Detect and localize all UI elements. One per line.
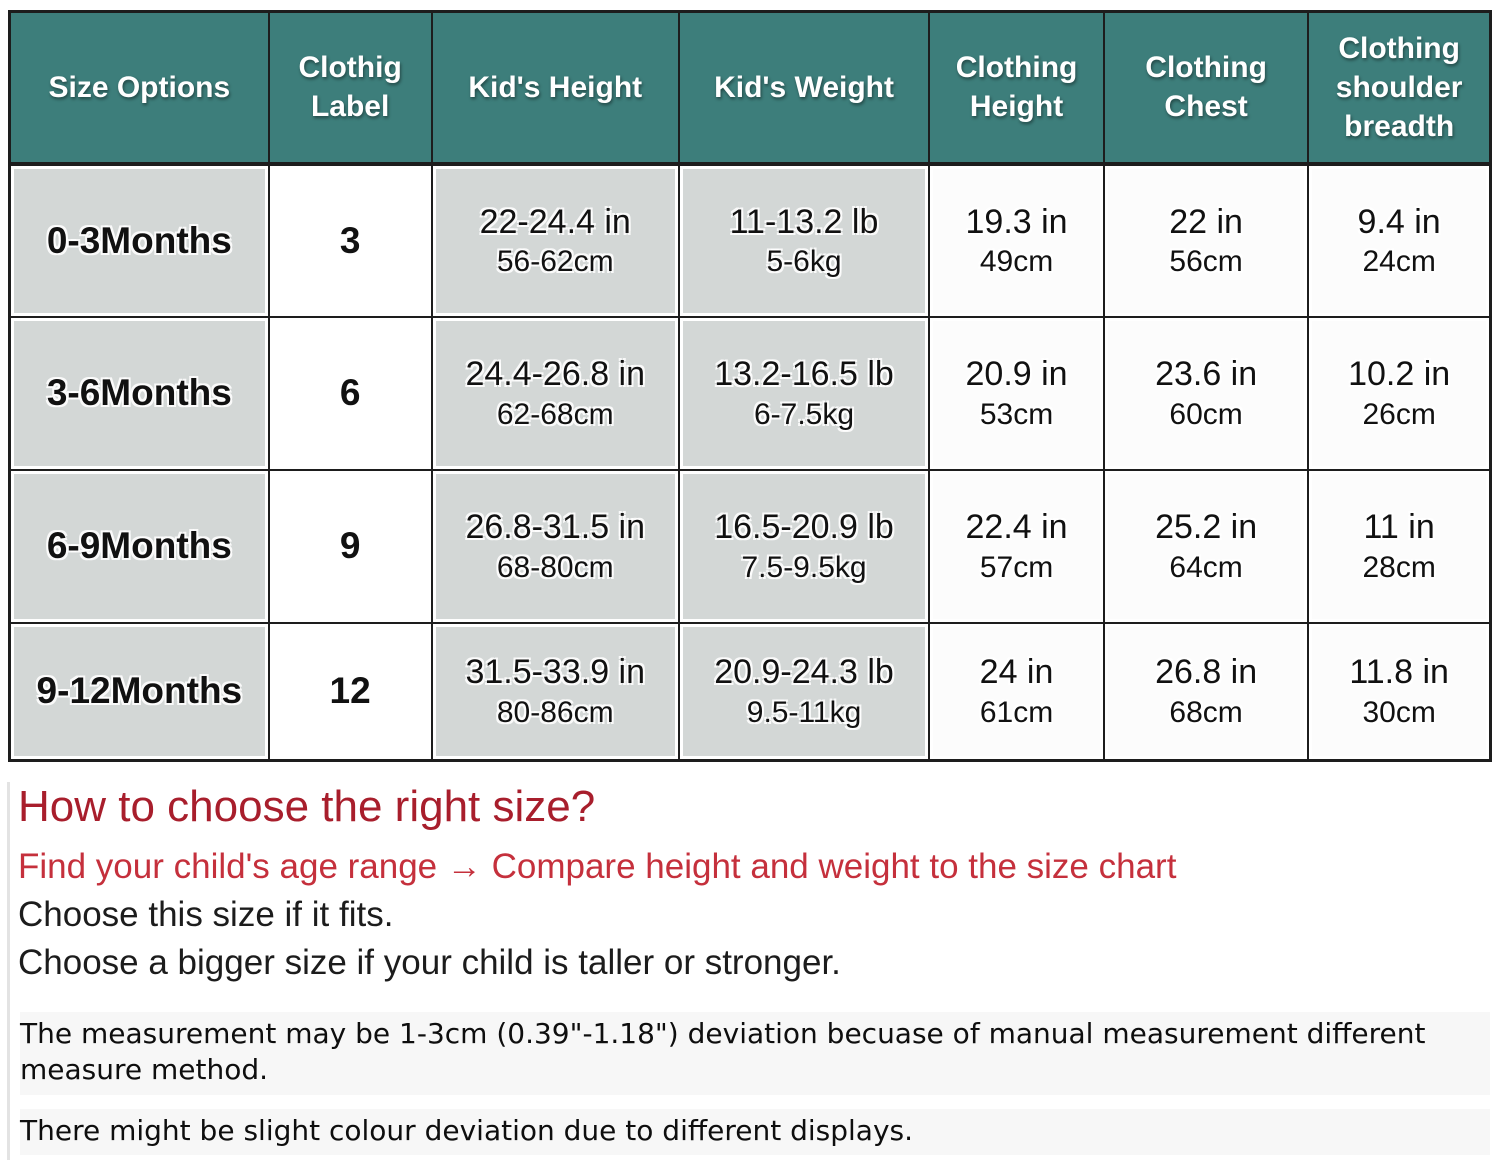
shoulder-cm: 24cm bbox=[1362, 245, 1436, 278]
cell-kid-height: 22-24.4 in 56-62cm bbox=[430, 162, 680, 318]
size-chart: Size Options Clothig Label Kid's Height … bbox=[8, 10, 1492, 762]
shoulder-in: 11 in bbox=[1363, 508, 1435, 546]
clothing-height-in: 24 in bbox=[979, 653, 1054, 692]
kid-height-cm: 56-62cm bbox=[496, 245, 614, 278]
cell-clothing-label: 6 bbox=[267, 315, 433, 471]
cell-kid-weight: 11-13.2 lb 5-6kg bbox=[677, 162, 931, 318]
clothing-chest-cm: 68cm bbox=[1169, 695, 1243, 729]
guide-title: How to choose the right size? bbox=[18, 782, 596, 831]
size-range-label: 6-9Months bbox=[46, 525, 232, 566]
clothing-chest-in: 26.8 in bbox=[1155, 653, 1258, 692]
cell-kid-weight: 16.5-20.9 lb 7.5-9.5kg bbox=[677, 468, 931, 624]
cell-clothing-label: 12 bbox=[267, 621, 433, 762]
cell-size: 6-9Months bbox=[8, 468, 270, 624]
cell-kid-height: 26.8-31.5 in 68-80cm bbox=[430, 468, 680, 624]
clothing-height-cm: 53cm bbox=[979, 397, 1054, 431]
clothing-label-value: 12 bbox=[329, 670, 371, 712]
size-chart-table: Size Options Clothig Label Kid's Height … bbox=[8, 10, 1492, 762]
cell-clothing-chest: 23.6 in 60cm bbox=[1102, 315, 1310, 471]
cell-kid-height: 24.4-26.8 in 62-68cm bbox=[430, 315, 680, 471]
guide-fit-line: Choose this size if it fits. bbox=[18, 894, 394, 934]
cell-clothing-chest: 26.8 in 68cm bbox=[1102, 621, 1310, 762]
kid-height-in: 24.4-26.8 in bbox=[465, 355, 646, 393]
clothing-label-value: 9 bbox=[339, 525, 361, 566]
cell-clothing-chest: 25.2 in 64cm bbox=[1102, 468, 1310, 624]
cell-clothing-label: 9 bbox=[267, 468, 433, 624]
kid-weight-lb: 20.9-24.3 lb bbox=[714, 653, 894, 692]
sizing-guide: How to choose the right size? Find your … bbox=[18, 782, 1488, 987]
guide-step-line: Find your child's age range → Compare he… bbox=[18, 846, 1177, 886]
kid-weight-lb: 13.2-16.5 lb bbox=[714, 355, 894, 393]
kid-weight-lb: 16.5-20.9 lb bbox=[714, 508, 894, 546]
header-shoulder-breadth: Clothing shoulder breadth bbox=[1307, 10, 1492, 166]
cell-shoulder-breadth: 11.8 in 30cm bbox=[1307, 621, 1492, 762]
clothing-height-in: 20.9 in bbox=[965, 355, 1068, 393]
shoulder-cm: 30cm bbox=[1362, 695, 1436, 729]
clothing-chest-in: 25.2 in bbox=[1155, 508, 1258, 546]
kid-weight-kg: 9.5-11kg bbox=[746, 695, 862, 729]
table-row: 0-3Months 3 22-24.4 in 56-62cm 11-13.2 lb… bbox=[8, 162, 1492, 318]
kid-height-in: 26.8-31.5 in bbox=[465, 508, 646, 546]
left-edge-line bbox=[7, 782, 10, 1160]
shoulder-cm: 26cm bbox=[1362, 397, 1436, 431]
clothing-height-in: 19.3 in bbox=[965, 202, 1068, 241]
table-row: 9-12Months 12 31.5-33.9 in 80-86cm 20.9-2… bbox=[8, 621, 1492, 762]
header-row: Size Options Clothig Label Kid's Height … bbox=[8, 10, 1492, 166]
header-kids-height: Kid's Height bbox=[430, 10, 680, 166]
cell-clothing-label: 3 bbox=[267, 162, 433, 318]
cell-size: 0-3Months bbox=[8, 162, 270, 318]
cell-clothing-height: 19.3 in 49cm bbox=[928, 162, 1105, 318]
kid-height-cm: 68-80cm bbox=[496, 550, 614, 584]
size-range-label: 3-6Months bbox=[46, 372, 232, 413]
clothing-label-value: 3 bbox=[339, 219, 361, 261]
clothing-label-value: 6 bbox=[339, 372, 361, 413]
clothing-chest-cm: 64cm bbox=[1169, 550, 1243, 584]
cell-size: 3-6Months bbox=[8, 315, 270, 471]
cell-clothing-chest: 22 in 56cm bbox=[1102, 162, 1310, 318]
disclaimer-notes: The measurement may be 1-3cm (0.39"-1.18… bbox=[20, 1012, 1498, 1169]
shoulder-in: 10.2 in bbox=[1348, 355, 1451, 393]
colour-deviation-note: There might be slight colour deviation d… bbox=[20, 1108, 1490, 1156]
cell-kid-weight: 20.9-24.3 lb 9.5-11kg bbox=[677, 621, 931, 762]
cell-clothing-height: 22.4 in 57cm bbox=[928, 468, 1105, 624]
header-clothing-label: Clothig Label bbox=[267, 10, 433, 166]
cell-kid-weight: 13.2-16.5 lb 6-7.5kg bbox=[677, 315, 931, 471]
cell-shoulder-breadth: 9.4 in 24cm bbox=[1307, 162, 1492, 318]
clothing-height-cm: 49cm bbox=[979, 245, 1054, 278]
shoulder-in: 9.4 in bbox=[1357, 202, 1441, 241]
header-clothing-chest: Clothing Chest bbox=[1102, 10, 1310, 166]
kid-height-cm: 62-68cm bbox=[496, 397, 614, 431]
kid-height-in: 31.5-33.9 in bbox=[465, 653, 646, 692]
shoulder-cm: 28cm bbox=[1362, 550, 1436, 584]
header-size-options: Size Options bbox=[8, 10, 270, 166]
table-row: 6-9Months 9 26.8-31.5 in 68-80cm 16.5-20.… bbox=[8, 468, 1492, 624]
measurement-deviation-note: The measurement may be 1-3cm (0.39"-1.18… bbox=[20, 1012, 1490, 1095]
clothing-height-in: 22.4 in bbox=[965, 508, 1068, 546]
clothing-chest-cm: 60cm bbox=[1169, 397, 1243, 431]
size-range-label: 0-3Months bbox=[46, 219, 232, 261]
kid-weight-kg: 5-6kg bbox=[766, 245, 842, 278]
cell-clothing-height: 20.9 in 53cm bbox=[928, 315, 1105, 471]
kid-weight-kg: 7.5-9.5kg bbox=[741, 550, 867, 584]
kid-weight-lb: 11-13.2 lb bbox=[729, 202, 879, 241]
cell-clothing-height: 24 in 61cm bbox=[928, 621, 1105, 762]
cell-size: 9-12Months bbox=[8, 621, 270, 762]
header-kids-weight: Kid's Weight bbox=[677, 10, 931, 166]
cell-kid-height: 31.5-33.9 in 80-86cm bbox=[430, 621, 680, 762]
cell-shoulder-breadth: 11 in 28cm bbox=[1307, 468, 1492, 624]
kid-height-in: 22-24.4 in bbox=[479, 202, 631, 241]
cell-shoulder-breadth: 10.2 in 26cm bbox=[1307, 315, 1492, 471]
guide-bigger-size-line: Choose a bigger size if your child is ta… bbox=[18, 943, 841, 983]
size-range-label: 9-12Months bbox=[36, 670, 243, 712]
clothing-chest-in: 22 in bbox=[1169, 202, 1243, 241]
kid-height-cm: 80-86cm bbox=[496, 695, 614, 729]
table-row: 3-6Months 6 24.4-26.8 in 62-68cm 13.2-16.… bbox=[8, 315, 1492, 471]
header-clothing-height: Clothing Height bbox=[928, 10, 1105, 166]
clothing-height-cm: 61cm bbox=[979, 695, 1054, 729]
clothing-height-cm: 57cm bbox=[979, 550, 1054, 584]
clothing-chest-cm: 56cm bbox=[1169, 245, 1243, 278]
kid-weight-kg: 6-7.5kg bbox=[753, 397, 855, 431]
clothing-chest-in: 23.6 in bbox=[1155, 355, 1258, 393]
shoulder-in: 11.8 in bbox=[1349, 653, 1449, 692]
